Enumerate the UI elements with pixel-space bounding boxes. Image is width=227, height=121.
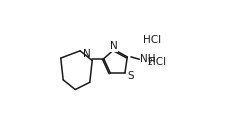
Text: HCl: HCl xyxy=(142,35,160,45)
Text: HCl: HCl xyxy=(147,57,165,67)
Text: N: N xyxy=(110,41,117,51)
Text: N: N xyxy=(83,49,90,59)
Text: NH: NH xyxy=(139,54,155,64)
Text: 2: 2 xyxy=(147,58,152,67)
Text: S: S xyxy=(127,71,133,81)
